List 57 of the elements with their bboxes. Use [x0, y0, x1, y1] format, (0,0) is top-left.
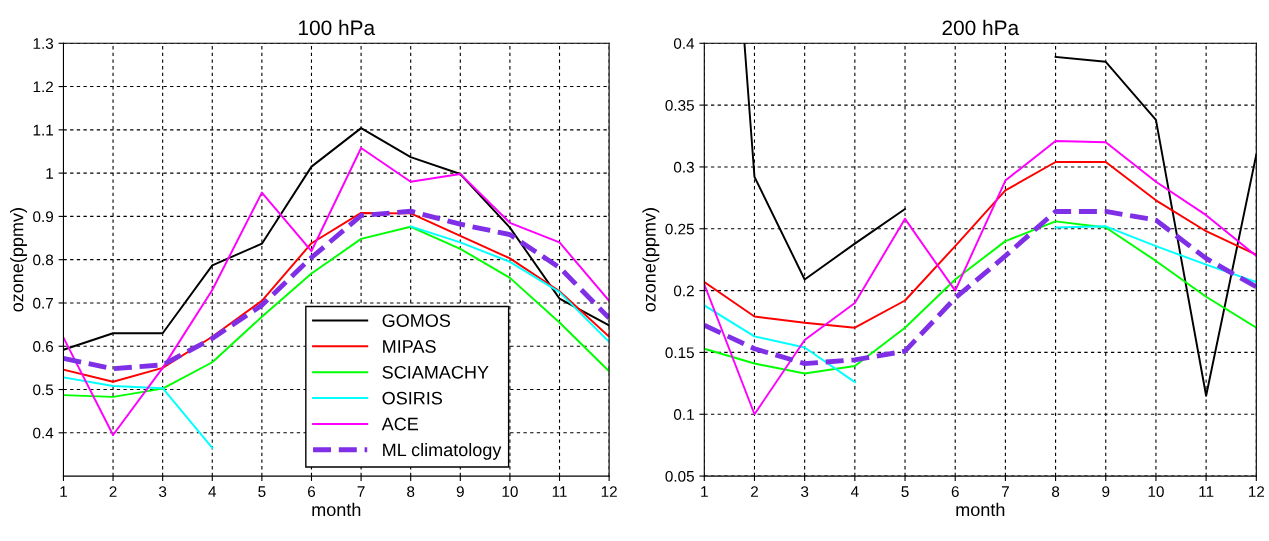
x-tick-label: 11	[1199, 486, 1214, 497]
y-tick-label: 0.6	[33, 341, 54, 352]
x-tick-label: 6	[951, 486, 959, 498]
x-tick-label: 4	[208, 486, 217, 497]
x-tick-label: 3	[159, 486, 167, 498]
x-tick-label: 10	[502, 486, 518, 498]
legend-label: OSIRIS	[382, 391, 443, 405]
x-tick-label: 1	[701, 486, 708, 497]
y-tick-label: 1.3	[33, 38, 54, 49]
x-tick-label: 12	[601, 486, 617, 497]
legend-label: ACE	[381, 417, 419, 431]
line-series	[704, 161, 1257, 329]
x-tick-label: 8	[1051, 486, 1060, 498]
y-tick-label: 0.15	[665, 347, 694, 359]
x-tick-label: 8	[407, 486, 415, 498]
y-tick-label: 0.25	[665, 223, 694, 235]
x-tick-label: 2	[109, 486, 117, 497]
y-tick-label: 0.9	[33, 211, 54, 223]
x-tick-label: 5	[258, 486, 266, 498]
y-tick-label: 1.2	[33, 81, 53, 93]
y-tick-label: 0.8	[33, 254, 54, 266]
x-tick-label: 10	[1148, 486, 1164, 498]
x-tick-label: 9	[1102, 486, 1110, 498]
y-tick-label: 0.3	[673, 161, 694, 173]
y-tick-label: 0.4	[673, 38, 695, 49]
y-tick-label: 1	[46, 168, 53, 179]
x-tick-label: 1	[60, 486, 67, 497]
y-tick-label: 0.4	[33, 427, 54, 439]
y-tick-label: 1.1	[33, 124, 53, 136]
x-axis-title: month	[956, 502, 1005, 517]
y-tick-label: 0.2	[673, 285, 694, 297]
x-tick-label: 12	[1248, 486, 1265, 497]
x-tick-label: 3	[801, 486, 809, 498]
x-tick-label: 7	[1001, 486, 1009, 497]
x-tick-label: 7	[357, 486, 365, 497]
line-series	[704, 140, 1257, 416]
x-tick-label: 6	[308, 486, 316, 498]
legend-label: MIPAS	[383, 340, 436, 353]
y-tick-label: 0.05	[665, 470, 694, 482]
x-tick-label: 5	[901, 486, 909, 498]
chart-title: 100 hPa	[299, 19, 376, 36]
legend-label: SCIAMACHY	[382, 365, 489, 379]
y-tick-label: 0.5	[33, 384, 54, 396]
x-tick-label: 11	[552, 486, 567, 497]
y-tick-label: 0.35	[665, 99, 694, 111]
chart-title: 200 hPa	[942, 19, 1020, 36]
y-tick-label: 0.1	[673, 409, 694, 420]
x-tick-label: 9	[456, 486, 464, 498]
x-axis-title: month	[312, 502, 361, 517]
y-axis-title: ozone(ppmv)	[642, 208, 660, 312]
legend-label: ML climatology	[383, 443, 502, 460]
x-tick-label: 4	[850, 486, 859, 497]
y-axis-title: ozone(ppmv)	[10, 208, 27, 312]
y-tick-label: 0.7	[33, 297, 53, 309]
x-tick-label: 2	[751, 486, 758, 497]
legend-label: GOMOS	[382, 314, 451, 327]
line-series	[63, 147, 610, 436]
